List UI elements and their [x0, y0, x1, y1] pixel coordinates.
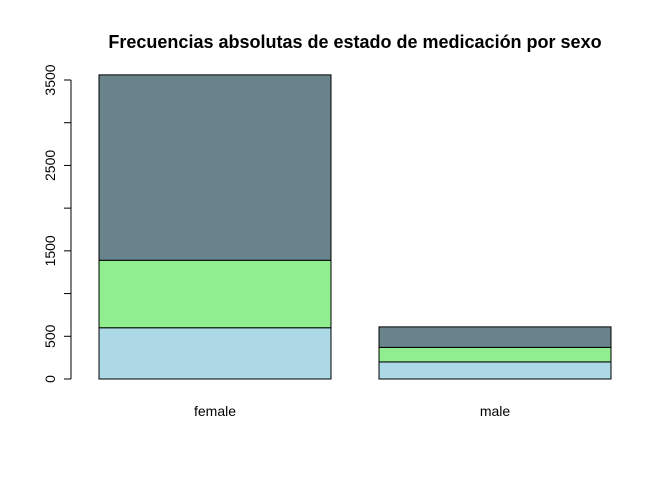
category-label-male: male	[480, 403, 511, 419]
bars	[98, 74, 612, 380]
bar-male-segment-2	[378, 346, 612, 363]
y-tick-label: 0	[42, 375, 58, 383]
chart-title: Frecuencias absolutas de estado de medic…	[108, 32, 601, 52]
category-label-female: female	[194, 403, 236, 419]
category-labels: female male	[194, 403, 510, 419]
y-tick-label: 3500	[42, 64, 58, 95]
bar-male-segment-3	[378, 326, 612, 348]
y-tick-label: 500	[42, 324, 58, 348]
y-tick-label: 1500	[42, 235, 58, 266]
bar-female-segment-1	[98, 327, 332, 380]
y-tick-label: 2500	[42, 150, 58, 181]
y-axis: 0 500 1500 2500 3500	[42, 64, 72, 383]
bar-female-segment-2	[98, 259, 332, 329]
bar-male-segment-1	[378, 361, 612, 380]
bar-female-segment-3	[98, 74, 332, 261]
